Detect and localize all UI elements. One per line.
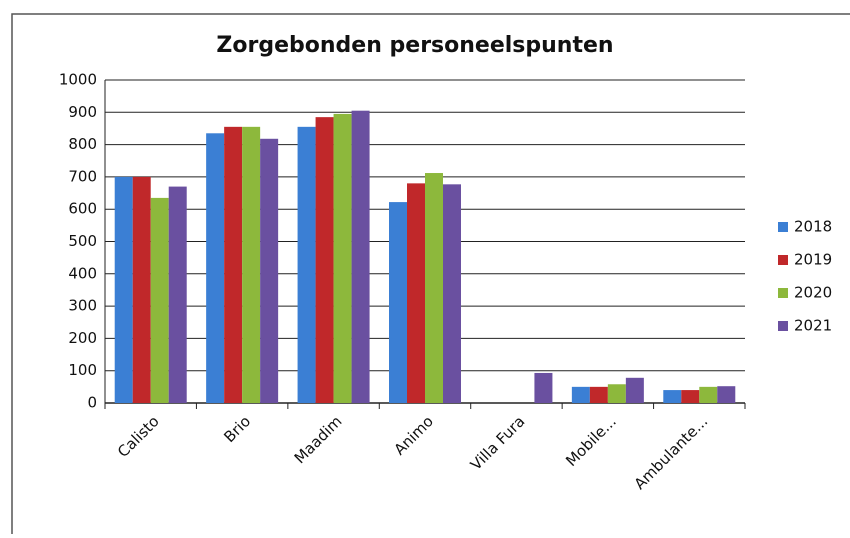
bar (443, 184, 461, 403)
legend-label: 2018 (794, 218, 832, 236)
bar (663, 390, 682, 403)
x-tick-label: Ambulante... (631, 412, 712, 493)
bar (114, 176, 133, 403)
y-tick-label: 600 (68, 200, 97, 218)
bar (589, 386, 608, 403)
y-tick-label: 100 (68, 361, 97, 379)
bar (625, 377, 644, 403)
bar (717, 386, 736, 403)
legend-swatch (778, 255, 788, 265)
y-tick-label: 900 (68, 103, 97, 121)
bar (571, 386, 590, 403)
y-tick-label: 800 (68, 135, 97, 153)
legend-swatch (778, 321, 788, 331)
legend-label: 2021 (794, 317, 832, 335)
x-tick-label: Mobile... (562, 412, 620, 470)
bar (224, 126, 243, 404)
y-tick-label: 700 (68, 167, 97, 185)
y-tick-label: 400 (68, 264, 97, 282)
x-tick-label: Calisto (114, 412, 163, 461)
bar (242, 126, 261, 404)
y-tick-label: 200 (68, 329, 97, 347)
x-tick-label: Maadim (291, 412, 346, 467)
bar (150, 197, 169, 403)
x-tick-label: Animo (391, 412, 437, 458)
legend-swatch (778, 288, 788, 298)
y-tick-label: 1000 (59, 71, 97, 89)
y-tick-label: 500 (68, 232, 97, 250)
bar (315, 117, 334, 404)
bar (681, 390, 700, 403)
bar (168, 186, 187, 403)
bar (407, 183, 425, 403)
bar (260, 138, 279, 403)
frame (11, 13, 850, 534)
bar (206, 133, 225, 404)
x-tick-label: Villa Fura (467, 412, 529, 474)
bar (607, 384, 626, 403)
bar (297, 126, 316, 404)
y-tick-label: 300 (68, 297, 97, 315)
y-tick-label: 0 (87, 394, 97, 412)
x-tick-label: Brio (220, 412, 254, 446)
legend-label: 2020 (794, 284, 832, 302)
bar (333, 113, 352, 403)
chart-title: Zorgebonden personeelspunten (216, 33, 613, 58)
bar (534, 372, 553, 403)
bar (132, 176, 151, 403)
legend-label: 2019 (794, 251, 832, 269)
bar (699, 386, 718, 403)
bar (389, 202, 407, 403)
bar (351, 110, 370, 403)
legend-swatch (778, 222, 788, 232)
bar (425, 173, 443, 403)
